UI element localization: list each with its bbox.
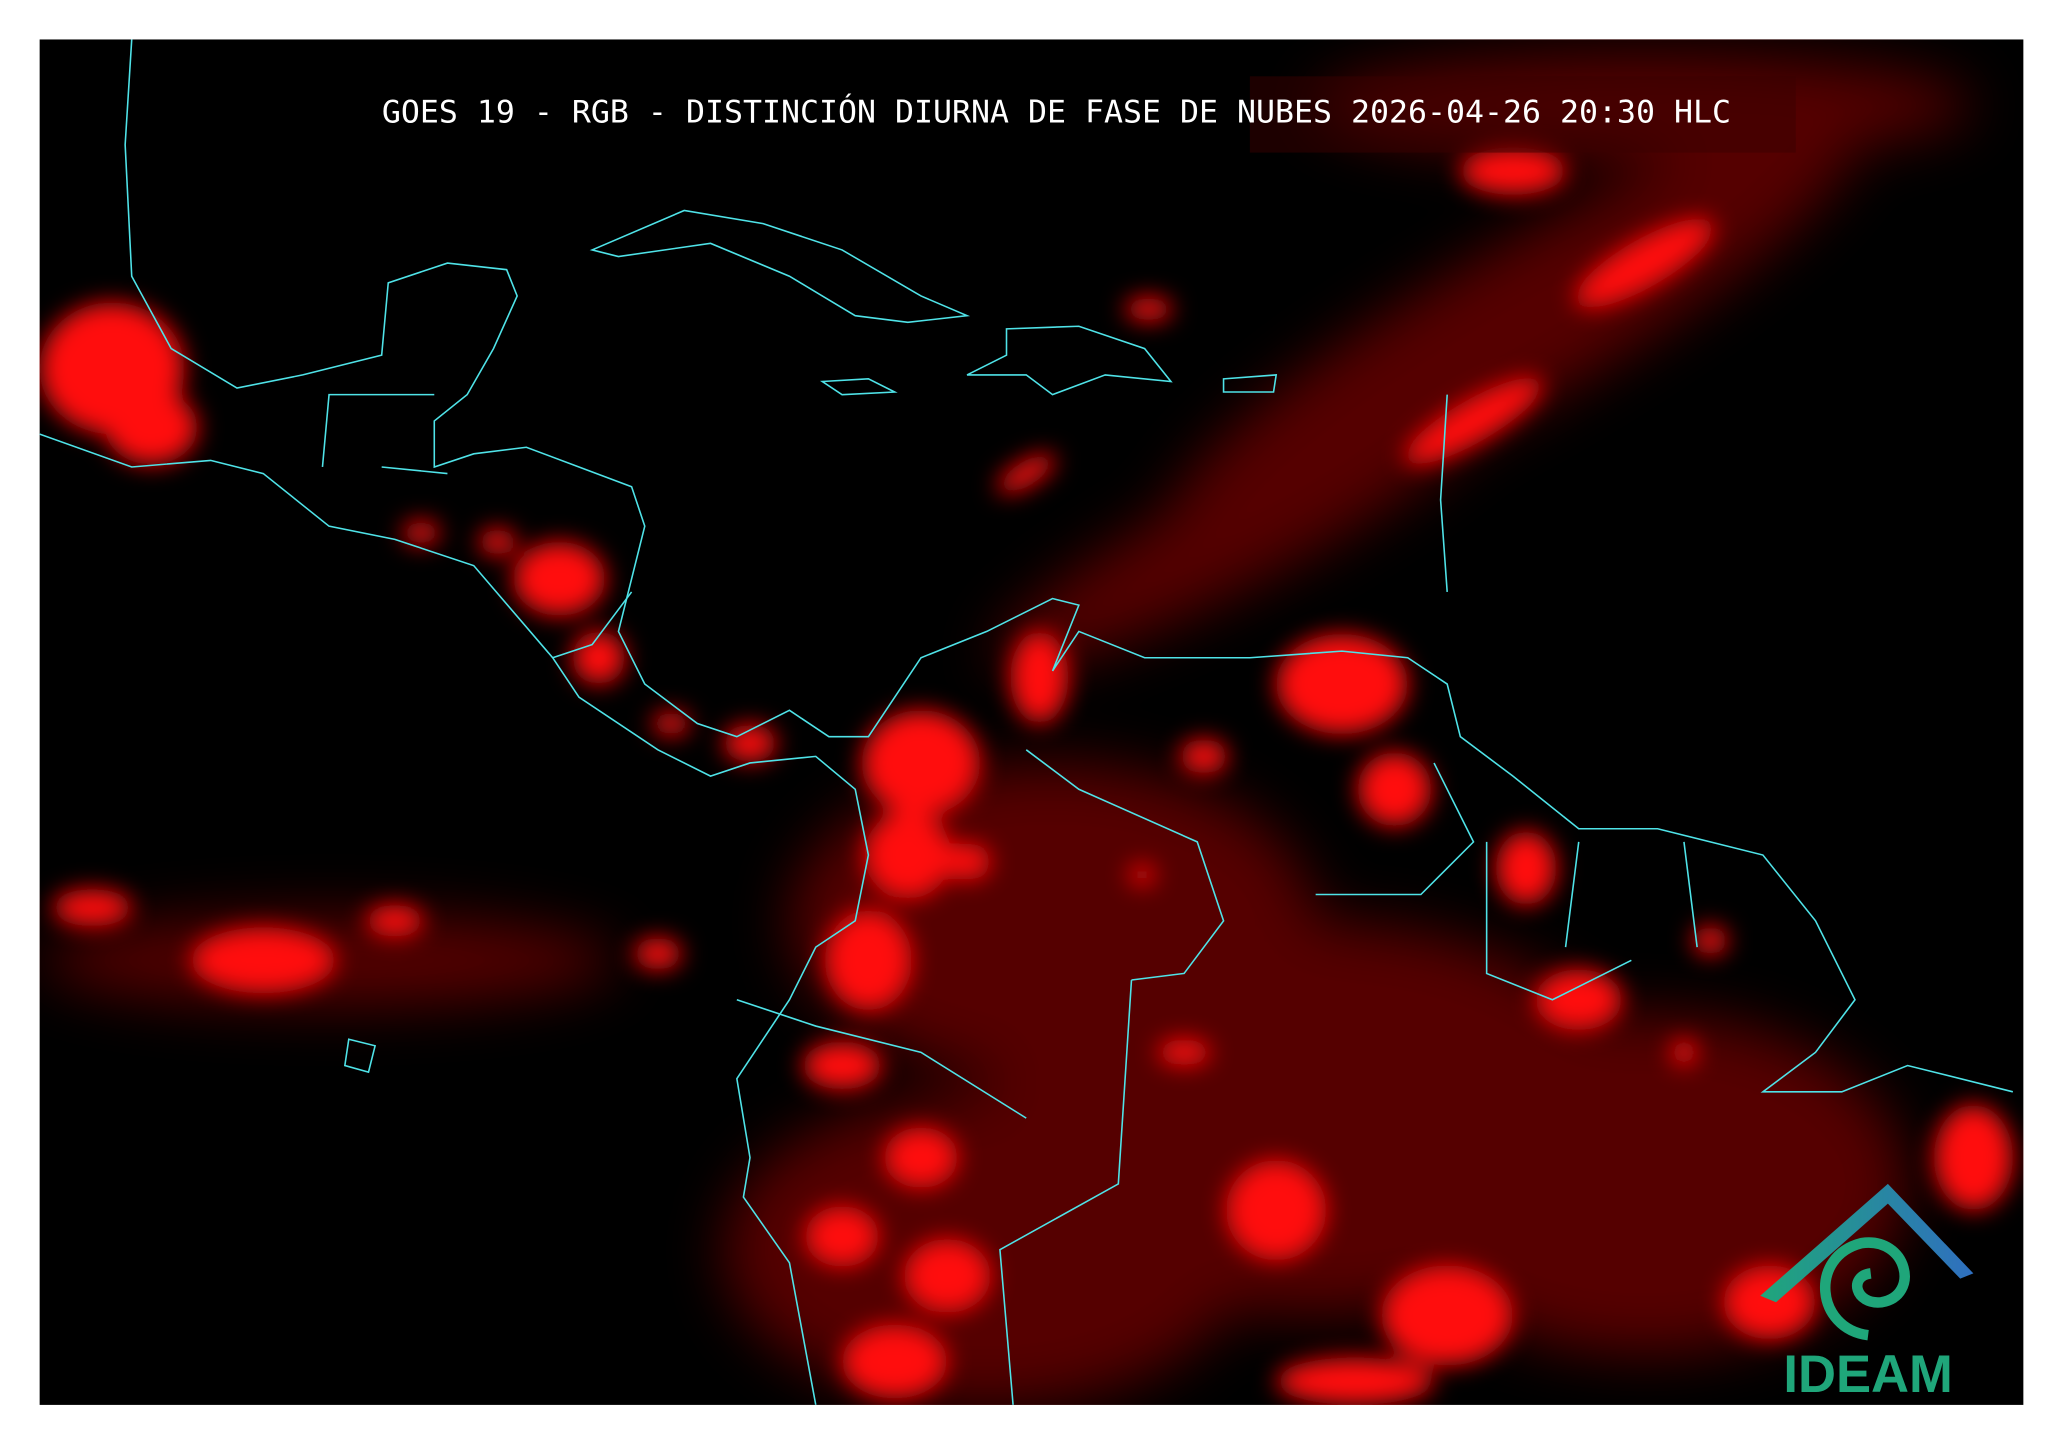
logo-swirl — [1820, 1237, 1910, 1341]
coastline — [819, 374, 1278, 396]
cloud-layer — [39, 52, 2013, 1405]
coastline — [966, 325, 1173, 396]
coastlines — [39, 39, 2014, 1405]
coastline — [589, 209, 971, 324]
logo-roof — [1760, 1183, 1974, 1303]
logo: IDEAM — [1760, 1183, 1974, 1404]
title: GOES 19 - RGB - DISTINCIÓN DIURNA DE FAS… — [382, 91, 1731, 130]
coastline — [124, 39, 2014, 1093]
border — [321, 393, 1698, 1405]
logo-text: IDEAM — [1783, 1345, 1953, 1404]
title-backdrop — [1249, 76, 1796, 153]
coastline — [343, 394, 1448, 1074]
clouds — [39, 147, 2013, 1405]
coastline — [39, 433, 870, 1405]
